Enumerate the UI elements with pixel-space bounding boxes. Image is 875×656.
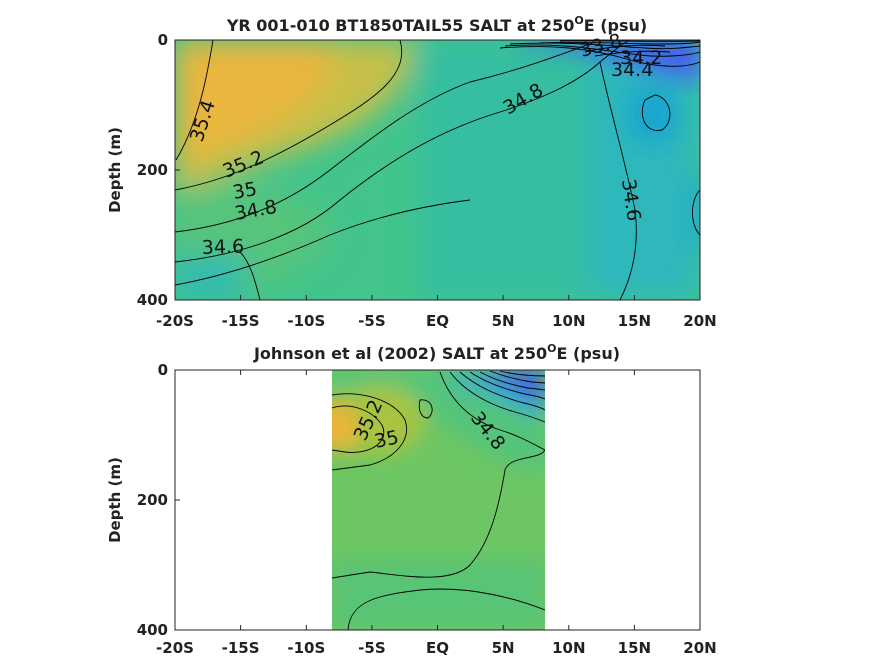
top-y-tick-labels: 0 200 400	[137, 31, 168, 309]
x-tick-label: 5N	[492, 312, 515, 330]
top-chart-title: YR 001-010 BT1850TAIL55 SALT at 250OE (p…	[226, 14, 647, 35]
top-x-ticks	[174, 39, 701, 301]
bottom-contours	[332, 370, 545, 630]
x-tick-label: 5N	[492, 639, 515, 656]
top-chart: YR 001-010 BT1850TAIL55 SALT at 250OE (p…	[106, 14, 717, 330]
x-tick-label: 10N	[552, 312, 585, 330]
y-tick-label: 200	[137, 491, 168, 509]
x-tick-label: -10S	[287, 312, 325, 330]
bottom-chart-title: Johnson et al (2002) SALT at 250OE (psu)	[253, 342, 620, 363]
x-tick-label: 10N	[552, 639, 585, 656]
x-tick-label: 20N	[683, 639, 716, 656]
contour-label: 35	[372, 426, 400, 453]
bottom-y-tick-labels: 0 200 400	[137, 361, 168, 639]
contour-label: 34.2	[620, 47, 662, 69]
bottom-chart: Johnson et al (2002) SALT at 250OE (psu)	[106, 342, 717, 656]
x-tick-label: -10S	[287, 639, 325, 656]
top-contours	[175, 40, 700, 300]
contour-label: 34.4	[611, 59, 653, 81]
y-tick-label: 0	[158, 361, 168, 379]
x-tick-label: -15S	[222, 312, 260, 330]
contour-label: 34.6	[201, 236, 244, 259]
x-tick-label: -15S	[222, 639, 260, 656]
x-tick-label: -20S	[156, 312, 194, 330]
x-tick-label: EQ	[426, 312, 449, 330]
bottom-salinity-field	[332, 370, 545, 630]
y-tick-label: 400	[137, 621, 168, 639]
top-y-axis-label: Depth (m)	[106, 127, 124, 213]
bottom-x-tick-labels: -20S -15S -10S -5S EQ 5N 10N 15N 20N	[156, 639, 717, 656]
x-tick-label: EQ	[426, 639, 449, 656]
bottom-x-ticks	[174, 369, 701, 631]
y-tick-label: 200	[137, 161, 168, 179]
y-tick-label: 400	[137, 291, 168, 309]
x-tick-label: -20S	[156, 639, 194, 656]
x-tick-label: 15N	[618, 639, 651, 656]
top-x-tick-labels: -20S -15S -10S -5S EQ 5N 10N 15N 20N	[156, 312, 717, 330]
bottom-y-axis-label: Depth (m)	[106, 457, 124, 543]
x-tick-label: 20N	[683, 312, 716, 330]
contour-label: 35	[231, 178, 259, 204]
x-tick-label: -5S	[358, 312, 385, 330]
y-tick-label: 0	[158, 31, 168, 49]
x-tick-label: 15N	[618, 312, 651, 330]
x-tick-label: -5S	[358, 639, 385, 656]
top-salinity-field	[175, 40, 700, 300]
